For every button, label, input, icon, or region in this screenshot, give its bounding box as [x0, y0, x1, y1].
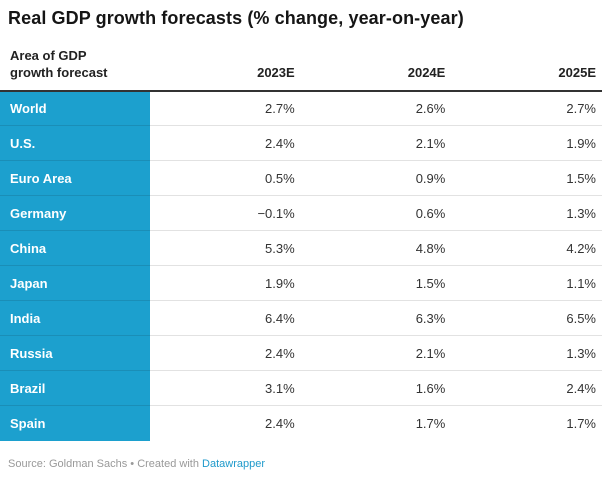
row-label: World — [0, 90, 151, 127]
row-value: 6.3% — [300, 300, 452, 337]
row-value: 5.3% — [150, 230, 301, 267]
row-value: 1.7% — [566, 415, 596, 431]
row-label: U.S. — [0, 125, 151, 162]
row-value: 1.6% — [300, 370, 452, 407]
column-header-2024e: 2024E — [300, 29, 452, 92]
row-value: 1.7% — [415, 415, 446, 431]
row-value: 2.4% — [150, 125, 301, 162]
datawrapper-link[interactable]: Datawrapper — [202, 457, 265, 470]
table-row: Germany −0.1% 0.6% 1.3% — [0, 195, 602, 232]
row-value: 2.1% — [300, 335, 452, 372]
row-value: 6.5% — [451, 300, 602, 337]
source-text: Source: Goldman Sachs — [8, 457, 128, 470]
row-label: Brazil — [0, 370, 151, 407]
row-value: 1.9% — [150, 265, 301, 302]
row-label: Germany — [0, 195, 151, 232]
row-value: 1.1% — [451, 265, 602, 302]
table-row: World 2.7% 2.6% 2.7% — [0, 90, 602, 127]
row-value: 1.3% — [451, 335, 602, 372]
table-row: India 6.4% 6.3% 6.5% — [0, 300, 602, 337]
table-row: Euro Area 0.5% 0.9% 1.5% — [0, 160, 602, 197]
table-row: U.S. 2.4% 2.1% 1.9% — [0, 125, 602, 162]
gdp-forecast-table: Area of GDP growth forecast 2023E 2024E … — [0, 29, 602, 441]
row-label: Spain — [0, 405, 151, 441]
row-label: Russia — [0, 335, 151, 372]
row-label: India — [0, 300, 151, 337]
row-value: 1.5% — [451, 160, 602, 197]
row-value: 2.4% — [451, 370, 602, 407]
row-value: 2.4% — [150, 335, 301, 372]
row-value: 0.6% — [300, 195, 452, 232]
page-title: Real GDP growth forecasts (% change, yea… — [8, 8, 464, 28]
row-value: 4.8% — [300, 230, 452, 267]
table-row: Japan 1.9% 1.5% 1.1% — [0, 265, 602, 302]
row-value: 1.5% — [300, 265, 452, 302]
created-with-text: Created with — [137, 457, 203, 470]
row-value: 2.7% — [451, 90, 602, 127]
row-value: 2.4% — [265, 415, 295, 431]
table-row: Brazil 3.1% 1.6% 2.4% — [0, 370, 602, 407]
footer: Source: Goldman Sachs • Created with Dat… — [0, 458, 602, 470]
table-body: World 2.7% 2.6% 2.7% U.S. 2.4% 2.1% 1.9%… — [0, 90, 602, 441]
row-value: 2.6% — [300, 90, 452, 127]
row-value: −0.1% — [150, 195, 301, 232]
table-row: Russia 2.4% 2.1% 1.3% — [0, 335, 602, 372]
row-value: 2.7% — [150, 90, 301, 127]
row-value: 2.1% — [300, 125, 452, 162]
row-value: 0.5% — [150, 160, 301, 197]
column-header-area: Area of GDP growth forecast — [0, 29, 151, 92]
column-header-2025e: 2025E — [451, 29, 602, 92]
row-value: 0.9% — [300, 160, 452, 197]
row-value: 6.4% — [150, 300, 301, 337]
row-value: 1.3% — [451, 195, 602, 232]
row-value: 1.9% — [451, 125, 602, 162]
table-row: China 5.3% 4.8% 4.2% — [0, 230, 602, 267]
footer-separator: • — [127, 457, 138, 470]
row-label: Japan — [0, 265, 151, 302]
row-value: 4.2% — [451, 230, 602, 267]
table-header: Area of GDP growth forecast 2023E 2024E … — [0, 29, 602, 92]
row-label: Euro Area — [0, 160, 151, 197]
table-row: Spain 2.4% 1.7% 1.7% — [0, 405, 602, 441]
row-value: 3.1% — [150, 370, 301, 407]
column-header-2023e: 2023E — [150, 29, 301, 92]
row-label: China — [0, 230, 151, 267]
